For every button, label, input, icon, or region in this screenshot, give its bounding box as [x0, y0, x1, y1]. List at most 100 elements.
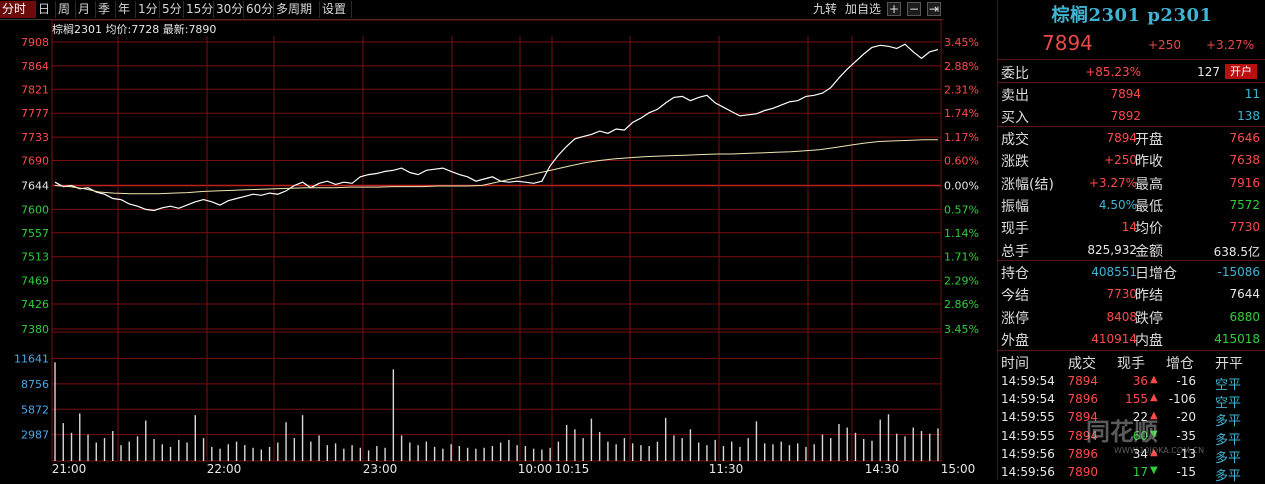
- stat-value: 638.5亿: [1213, 244, 1260, 259]
- price-tick: 7557: [21, 227, 49, 240]
- stat-value: 4.50%: [1098, 197, 1137, 212]
- price-tick: 7380: [21, 323, 49, 336]
- tab-1[interactable]: 日: [36, 1, 56, 18]
- tick-time: 14:59:56: [1001, 446, 1055, 461]
- tick-volume: 17: [1132, 465, 1148, 479]
- pct-tick: 1.74%: [944, 107, 979, 120]
- stat-row: 今结 7730 昨结 7644: [998, 283, 1265, 305]
- stat-label: 涨幅(结): [1001, 176, 1054, 193]
- stat-row: 持仓 408551 日增仓 -15086: [998, 261, 1265, 283]
- divider: [998, 82, 1265, 83]
- tab-0[interactable]: 分时: [0, 1, 36, 18]
- tick-header: 时间: [1001, 356, 1029, 372]
- tick-volume: 34: [1132, 446, 1148, 461]
- stat-value: -15086: [1217, 265, 1260, 279]
- weibi-value: +85.23%: [1085, 65, 1141, 79]
- price-tick-base: 7644: [21, 180, 49, 193]
- tick-time: 14:59:54: [1001, 374, 1055, 388]
- stat-label: 昨收: [1135, 154, 1163, 171]
- volume-tick: 5872: [21, 403, 49, 416]
- tick-type: 多平: [1215, 414, 1242, 430]
- tab-3[interactable]: 月: [76, 1, 96, 18]
- time-label: 22:00: [207, 462, 242, 476]
- tick-oi-change: -15: [1176, 465, 1196, 479]
- fullscreen-icon[interactable]: ⇥: [927, 2, 941, 16]
- stat-label: 最低: [1135, 198, 1163, 215]
- tick-row[interactable]: 14:59:55 7894 22 ▲ -20 多平: [998, 408, 1265, 430]
- stat-value: 7730: [1229, 220, 1260, 235]
- tick-row[interactable]: 14:59:55 7894 60 ▼ -35 多平: [998, 427, 1265, 448]
- jiuzhuan-button[interactable]: 九转: [813, 2, 838, 16]
- arrow-down-icon: ▼: [1150, 465, 1158, 476]
- tab-10[interactable]: 60分: [246, 1, 274, 18]
- pct-tick: 3.45%: [944, 36, 979, 49]
- time-label: 15:00: [941, 462, 976, 476]
- tab-4[interactable]: 季: [96, 1, 116, 18]
- time-label: 11:30: [709, 462, 744, 476]
- stat-label: 现手: [1001, 221, 1029, 238]
- add-watchlist-button[interactable]: 加自选: [845, 2, 882, 16]
- tick-price: 7894: [1067, 428, 1098, 443]
- ask-label: 卖出: [1001, 88, 1029, 104]
- stat-label: 日增仓: [1135, 266, 1177, 282]
- weibi-label: 委比: [1001, 66, 1029, 82]
- last-price: 7894: [1042, 31, 1093, 55]
- stat-value: 7646: [1229, 131, 1260, 145]
- ask-row: 卖出 7894 11: [998, 83, 1265, 105]
- stat-row: 涨停 8408 跌停 6880: [998, 306, 1265, 328]
- tab-9[interactable]: 30分: [216, 1, 244, 18]
- tick-oi-change: -13: [1176, 446, 1196, 461]
- stat-value: 408551: [1091, 265, 1137, 279]
- tick-oi-change: -20: [1176, 410, 1196, 425]
- quote-panel: 棕榈2301 p2301 7894 +250 +3.27% 委比 +85.23%…: [997, 0, 1265, 484]
- tick-price: 7894: [1067, 410, 1098, 425]
- pct-tick: 1.17%: [944, 131, 979, 144]
- stat-label: 涨停: [1001, 310, 1029, 327]
- tab-2[interactable]: 周: [56, 1, 76, 18]
- time-label: 21:00: [52, 462, 87, 476]
- stat-row: 现手 14 均价 7730: [998, 216, 1265, 238]
- stat-label: 金额: [1135, 243, 1163, 260]
- tab-11[interactable]: 多周期: [274, 1, 320, 18]
- tick-oi-change: -16: [1176, 374, 1196, 388]
- tab-12[interactable]: 设置: [320, 1, 352, 18]
- stat-label: 涨跌: [1001, 154, 1029, 171]
- chart-info-line: 棕榈2301 均价:7728 最新:7890: [52, 21, 216, 37]
- tick-price: 7896: [1067, 446, 1098, 461]
- divider: [998, 126, 1265, 127]
- stat-label: 外盘: [1001, 332, 1029, 349]
- tick-type: 空平: [1215, 396, 1242, 412]
- tick-row[interactable]: 14:59:56 7896 34 ▲ -13 多平: [998, 445, 1265, 466]
- ask-price: 7894: [1110, 87, 1141, 101]
- tick-volume: 155: [1125, 392, 1148, 407]
- tick-volume: 22: [1132, 410, 1148, 425]
- stat-row: 涨跌 +250 昨收 7638: [998, 149, 1265, 171]
- intraday-chart[interactable]: 7908 7864 7821 7777 7733 7690 7644 7600 7557 7513…: [0, 0, 997, 480]
- price-tick: 7733: [21, 131, 49, 144]
- plus-icon[interactable]: +: [887, 2, 901, 16]
- tab-5[interactable]: 年: [116, 1, 136, 18]
- tick-header: 成交: [1068, 356, 1096, 372]
- tab-8[interactable]: 15分: [186, 1, 214, 18]
- stat-label: 总手: [1001, 243, 1029, 260]
- price-tick: 7513: [21, 251, 49, 264]
- pct-tick: 2.88%: [944, 60, 979, 73]
- stat-label: 内盘: [1135, 332, 1163, 349]
- tick-row[interactable]: 14:59:56 7890 17 ▼ -15 多平: [998, 463, 1265, 484]
- time-label: 10:00: [518, 462, 553, 476]
- stat-value: 7730: [1106, 287, 1137, 302]
- price-tick: 7600: [21, 203, 49, 216]
- tick-price: 7894: [1067, 374, 1098, 388]
- price-tick: 7469: [21, 275, 49, 288]
- minus-icon[interactable]: −: [907, 2, 921, 16]
- tab-7[interactable]: 5分: [160, 1, 184, 18]
- tick-row[interactable]: 14:59:54 7894 36 ▲ -16 空平: [998, 372, 1265, 393]
- tick-table-header: 时间 成交 现手 增仓 开平: [998, 351, 1265, 372]
- arrow-up-icon: ▲: [1150, 446, 1158, 458]
- pct-tick: 1.71%: [944, 251, 979, 264]
- tab-6[interactable]: 1分: [136, 1, 160, 18]
- tick-row[interactable]: 14:59:54 7896 155 ▲ -106 空平: [998, 390, 1265, 412]
- stat-label: 跌停: [1135, 310, 1163, 327]
- open-account-button[interactable]: 开户: [1225, 64, 1257, 79]
- stat-value: 8408: [1106, 309, 1137, 324]
